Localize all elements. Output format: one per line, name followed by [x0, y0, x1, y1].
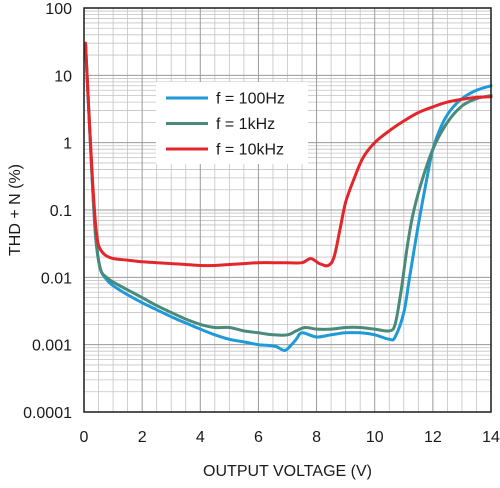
x-tick-label: 0: [80, 429, 89, 446]
series-line-100hz: [84, 41, 493, 352]
y-axis-tick-labels: 0.0001 0.001 0.01 0.1 1 10 100: [23, 1, 72, 422]
x-axis-tick-labels: 0 2 4 6 8 10 12 14: [80, 429, 500, 446]
x-tick-label: 10: [366, 429, 384, 446]
y-tick-label: 1: [63, 136, 72, 153]
legend-label: f = 10kHz: [216, 142, 284, 159]
y-tick-label: 100: [45, 1, 72, 18]
x-tick-label: 12: [424, 429, 442, 446]
x-tick-label: 8: [312, 429, 321, 446]
series-line-1khz: [84, 41, 493, 337]
series-line-10khz: [84, 41, 493, 268]
x-tick-label: 14: [482, 429, 500, 446]
x-tick-label: 4: [196, 429, 205, 446]
legend: f = 100Hz f = 1kHz f = 10kHz: [156, 82, 308, 164]
y-axis-title: THD + N (%): [7, 164, 24, 256]
legend-label: f = 100Hz: [216, 91, 285, 108]
series-lines: [84, 41, 493, 352]
plot-frame: [83, 7, 492, 413]
x-axis-title: OUTPUT VOLTAGE (V): [203, 463, 372, 480]
y-tick-label: 10: [54, 68, 72, 85]
x-tick-label: 2: [138, 429, 147, 446]
y-tick-label: 0.1: [50, 203, 72, 220]
x-tick-label: 6: [254, 429, 263, 446]
y-tick-label: 0.001: [32, 338, 72, 355]
legend-label: f = 1kHz: [216, 116, 275, 133]
y-tick-label: 0.0001: [23, 405, 72, 422]
y-tick-label: 0.01: [41, 270, 72, 287]
